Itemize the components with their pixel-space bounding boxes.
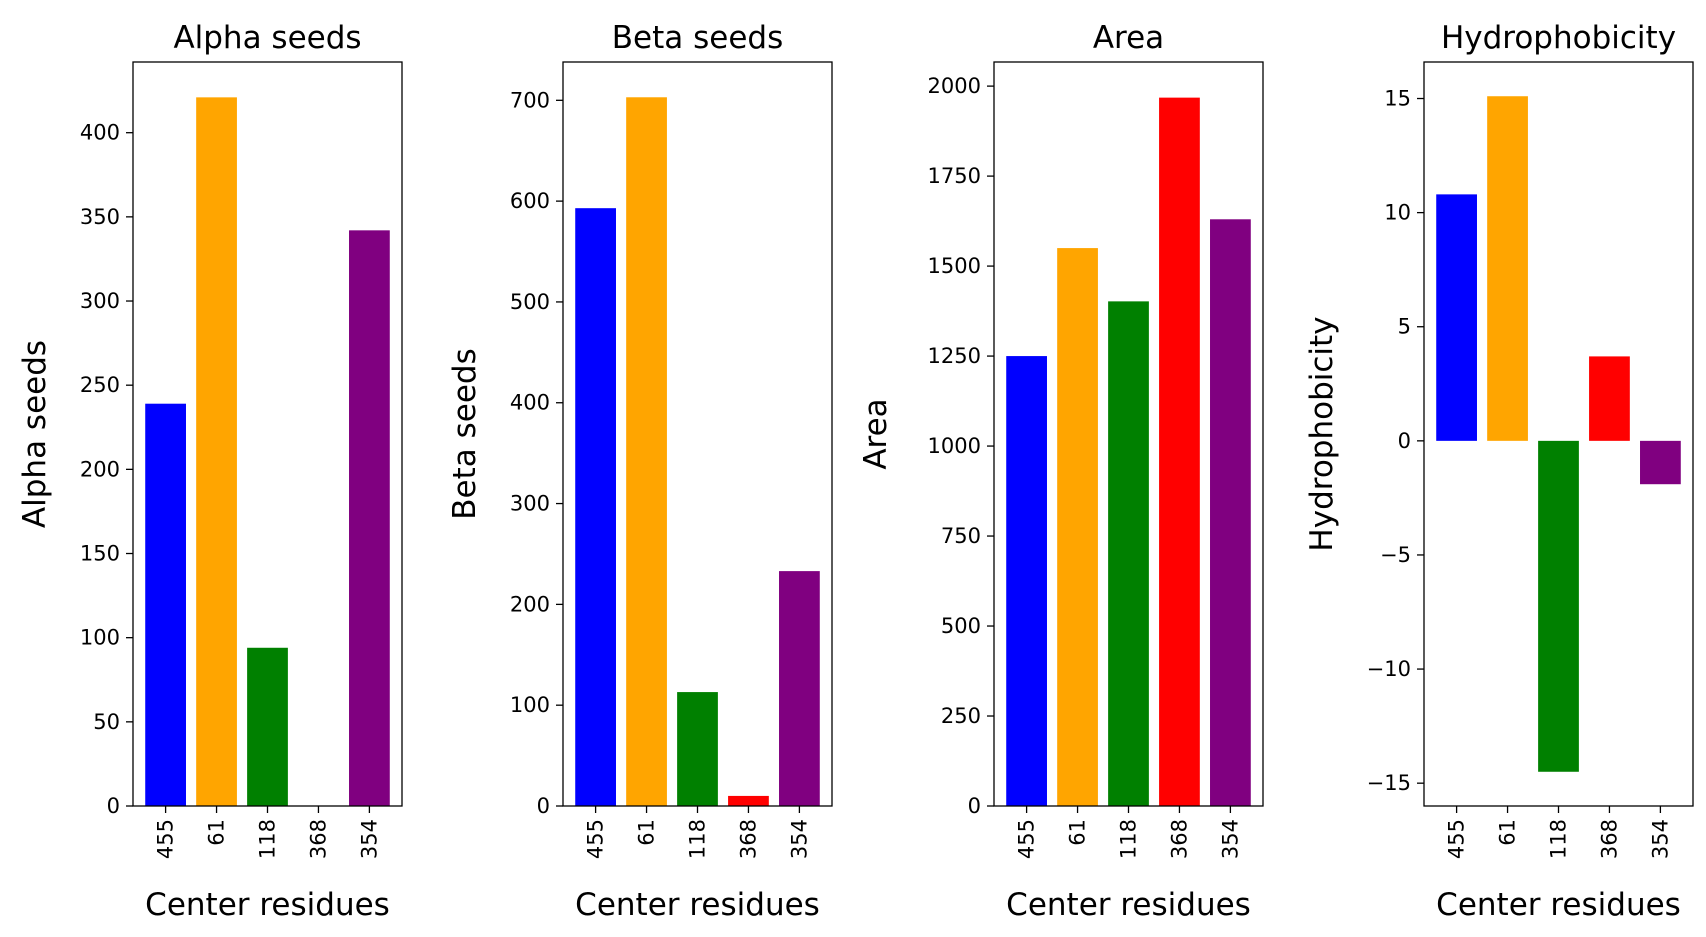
bar-61 bbox=[1057, 248, 1098, 807]
y-tick-label: 2000 bbox=[928, 74, 981, 98]
x-tick-label: 354 bbox=[787, 819, 811, 859]
y-tick-label: 400 bbox=[510, 391, 550, 415]
x-tick-label: 118 bbox=[256, 819, 280, 859]
y-tick-label: 1500 bbox=[928, 254, 981, 278]
y-tick-label: 300 bbox=[80, 289, 120, 313]
y-tick-label: 250 bbox=[941, 704, 981, 728]
bar-118 bbox=[677, 692, 718, 806]
chart-title: Area bbox=[1093, 20, 1164, 56]
y-tick-label: 0 bbox=[107, 794, 120, 818]
bar-118 bbox=[1108, 301, 1149, 806]
x-tick-label: 455 bbox=[154, 819, 178, 859]
y-tick-label: 0 bbox=[537, 794, 550, 818]
chart-title: Beta seeds bbox=[612, 20, 783, 56]
x-tick-label: 455 bbox=[1445, 819, 1469, 859]
x-axis-label: Center residues bbox=[575, 887, 820, 923]
y-tick-label: 700 bbox=[510, 88, 550, 112]
y-tick-label: −5 bbox=[1380, 543, 1411, 567]
chart-title: Hydrophobicity bbox=[1441, 20, 1676, 56]
bar-368 bbox=[1159, 97, 1200, 806]
y-tick-label: 200 bbox=[80, 457, 120, 481]
y-tick-label: 1750 bbox=[928, 164, 981, 188]
bar-455 bbox=[145, 403, 186, 806]
x-axis-label: Center residues bbox=[145, 887, 390, 923]
y-tick-label: 500 bbox=[941, 614, 981, 638]
y-tick-label: 5 bbox=[1398, 315, 1411, 339]
bar-354 bbox=[1210, 219, 1251, 807]
bar-368 bbox=[728, 795, 769, 806]
x-tick-label: 368 bbox=[306, 819, 330, 859]
x-tick-label: 118 bbox=[1117, 819, 1141, 859]
chart-panel-1: 0 50 100 150 200 250 300 350 400 455 61 118 368 354 Al… bbox=[17, 20, 403, 923]
bar-118 bbox=[1538, 440, 1579, 772]
y-tick-label: 100 bbox=[80, 626, 120, 650]
x-tick-label: 455 bbox=[1015, 819, 1039, 859]
y-axis-label: Alpha seeds bbox=[17, 340, 53, 528]
y-tick-label: −10 bbox=[1367, 657, 1411, 681]
x-tick-label: 354 bbox=[1648, 819, 1672, 859]
x-tick-label: 118 bbox=[686, 819, 710, 859]
y-tick-label: 750 bbox=[941, 524, 981, 548]
y-tick-label: 350 bbox=[80, 205, 120, 229]
bar-455 bbox=[1436, 194, 1477, 441]
x-tick-label: 354 bbox=[1218, 819, 1242, 859]
bar-354 bbox=[349, 230, 390, 806]
y-tick-label: 0 bbox=[968, 794, 981, 818]
bar-61 bbox=[1487, 96, 1528, 441]
y-tick-label: 500 bbox=[510, 290, 550, 314]
bar-61 bbox=[196, 97, 237, 807]
bar-354 bbox=[1640, 440, 1681, 485]
y-tick-label: 400 bbox=[80, 121, 120, 145]
x-axis-label: Center residues bbox=[1006, 887, 1251, 923]
y-axis-label: Beta seeds bbox=[447, 348, 483, 519]
x-tick-label: 368 bbox=[736, 819, 760, 859]
y-tick-label: 0 bbox=[1398, 429, 1411, 453]
x-tick-label: 368 bbox=[1597, 819, 1621, 859]
y-tick-label: 15 bbox=[1384, 87, 1411, 111]
x-tick-label: 61 bbox=[205, 819, 229, 846]
chart-title: Alpha seeds bbox=[173, 20, 361, 56]
bar-354 bbox=[779, 571, 820, 806]
y-tick-label: 50 bbox=[93, 710, 120, 734]
y-tick-label: 600 bbox=[510, 189, 550, 213]
chart-panel-3: 0 250 500 750 1000 1250 1500 1750 2000 455 61 118 36… bbox=[858, 20, 1264, 923]
x-tick-label: 61 bbox=[1496, 819, 1520, 846]
y-tick-label: 100 bbox=[510, 693, 550, 717]
bar-368 bbox=[1589, 356, 1630, 441]
bar-61 bbox=[626, 97, 667, 806]
bar-455 bbox=[575, 208, 616, 806]
y-axis-label: Area bbox=[858, 398, 894, 469]
chart-panel-2: 0 100 200 300 400 500 600 700 455 61 118 368 354 Beta… bbox=[447, 20, 833, 923]
x-tick-label: 354 bbox=[357, 819, 381, 859]
bar-455 bbox=[1006, 356, 1047, 806]
y-axis-label: Hydrophobicity bbox=[1304, 316, 1340, 551]
x-axis-label: Center residues bbox=[1436, 887, 1681, 923]
y-tick-label: 1000 bbox=[928, 434, 981, 458]
y-tick-label: −15 bbox=[1367, 771, 1411, 795]
y-tick-label: 250 bbox=[80, 373, 120, 397]
x-tick-label: 368 bbox=[1167, 819, 1191, 859]
x-tick-label: 455 bbox=[584, 819, 608, 859]
bar-118 bbox=[247, 647, 288, 806]
y-tick-label: 150 bbox=[80, 542, 120, 566]
y-tick-label: 1250 bbox=[928, 344, 981, 368]
chart-panel-4: −15 −10 −5 0 5 10 15 455 61 118 368 354 Hydrophobici… bbox=[1304, 20, 1694, 923]
y-tick-label: 200 bbox=[510, 592, 550, 616]
y-tick-label: 300 bbox=[510, 492, 550, 516]
x-tick-label: 61 bbox=[635, 819, 659, 846]
y-tick-label: 10 bbox=[1384, 201, 1411, 225]
x-tick-label: 118 bbox=[1547, 819, 1571, 859]
x-tick-label: 61 bbox=[1066, 819, 1090, 846]
